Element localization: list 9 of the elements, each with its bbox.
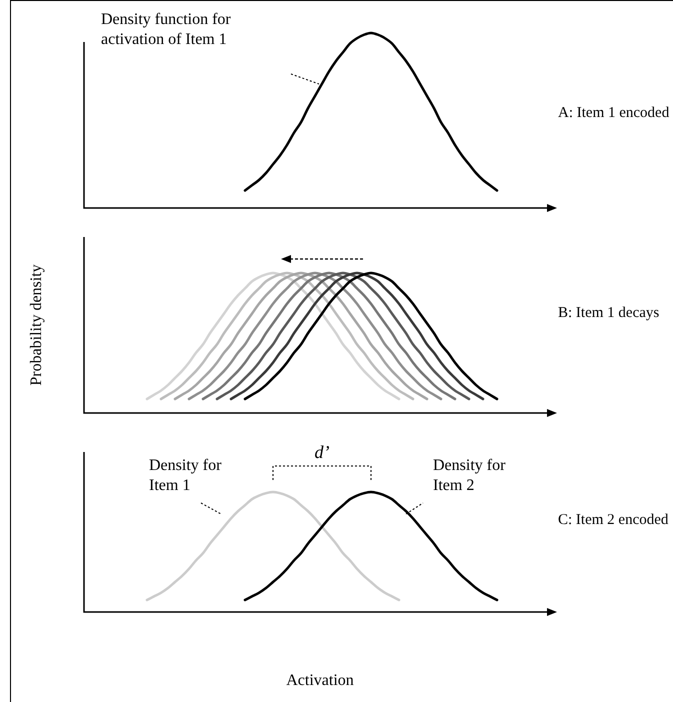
text: d’ xyxy=(314,442,330,462)
text: B: Item 1 decays xyxy=(558,305,660,321)
annotation: Density for Item 2 xyxy=(433,457,506,494)
annotation: Density function for activation of Item 1 xyxy=(101,11,232,48)
annotation: Density for Item 1 xyxy=(149,457,222,494)
text: A: Item 1 encoded xyxy=(558,105,670,121)
x-axis-title: Activation xyxy=(286,672,354,689)
y-axis-title: Probability density xyxy=(28,264,45,386)
text: C: Item 2 encoded xyxy=(558,512,669,528)
